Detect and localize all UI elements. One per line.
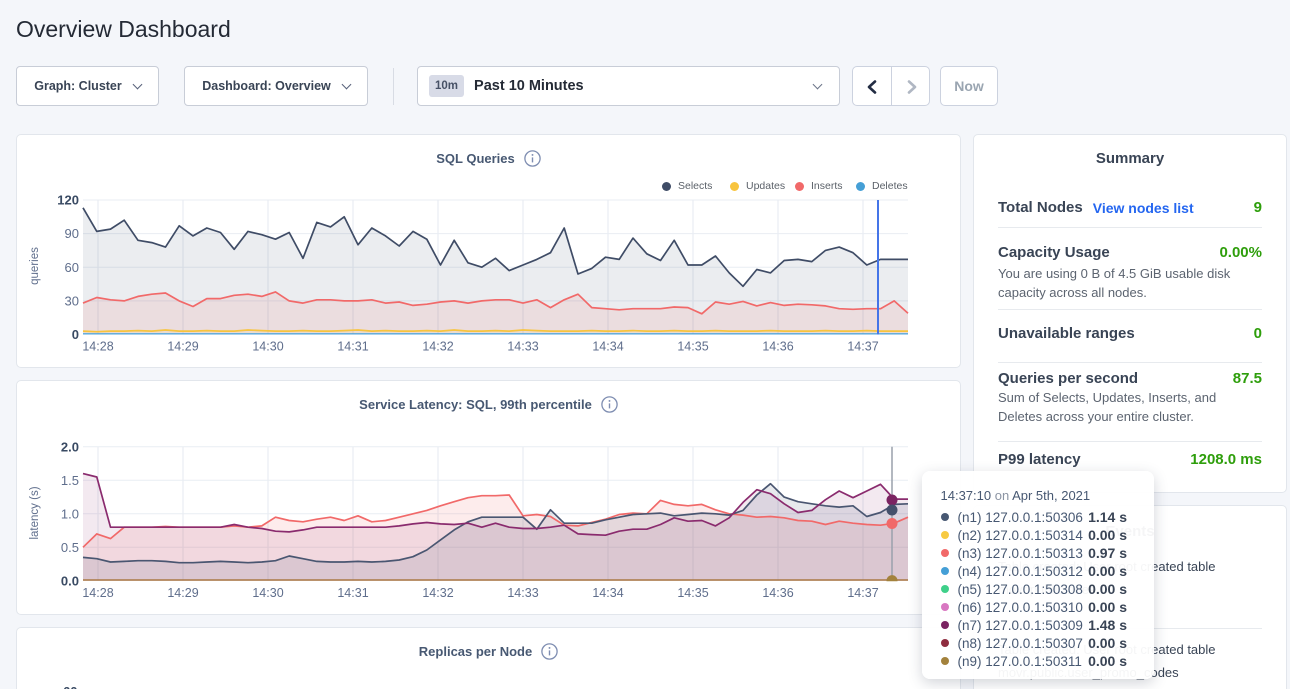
svg-text:latency (s): latency (s) xyxy=(29,486,41,539)
svg-text:14:33: 14:33 xyxy=(507,586,538,600)
svg-text:14:29: 14:29 xyxy=(167,586,198,600)
svg-text:14:28: 14:28 xyxy=(82,340,113,354)
svg-text:14:31: 14:31 xyxy=(337,340,368,354)
svg-text:14:35: 14:35 xyxy=(677,340,708,354)
svg-text:14:34: 14:34 xyxy=(592,340,623,354)
svg-text:90: 90 xyxy=(65,226,79,241)
svg-text:14:35: 14:35 xyxy=(677,586,708,600)
svg-text:14:30: 14:30 xyxy=(252,586,283,600)
svg-text:14:36: 14:36 xyxy=(762,586,793,600)
svg-text:2.0: 2.0 xyxy=(61,439,79,454)
svg-text:queries: queries xyxy=(29,247,41,285)
svg-text:0.0: 0.0 xyxy=(61,573,79,588)
svg-text:0: 0 xyxy=(72,327,79,342)
svg-text:0.5: 0.5 xyxy=(61,540,79,555)
svg-text:1.0: 1.0 xyxy=(61,506,79,521)
svg-text:14:32: 14:32 xyxy=(422,586,453,600)
svg-text:14:37: 14:37 xyxy=(847,586,878,600)
svg-text:14:37: 14:37 xyxy=(847,340,878,354)
svg-text:60: 60 xyxy=(65,260,79,275)
svg-text:1.5: 1.5 xyxy=(61,473,79,488)
svg-text:14:36: 14:36 xyxy=(762,340,793,354)
svg-text:120: 120 xyxy=(57,193,79,208)
svg-text:14:34: 14:34 xyxy=(592,586,623,600)
svg-text:14:33: 14:33 xyxy=(507,340,538,354)
svg-text:14:30: 14:30 xyxy=(252,340,283,354)
svg-text:14:31: 14:31 xyxy=(337,586,368,600)
svg-text:14:28: 14:28 xyxy=(82,586,113,600)
svg-text:14:32: 14:32 xyxy=(422,340,453,354)
svg-text:30: 30 xyxy=(65,293,79,308)
svg-text:14:29: 14:29 xyxy=(167,340,198,354)
